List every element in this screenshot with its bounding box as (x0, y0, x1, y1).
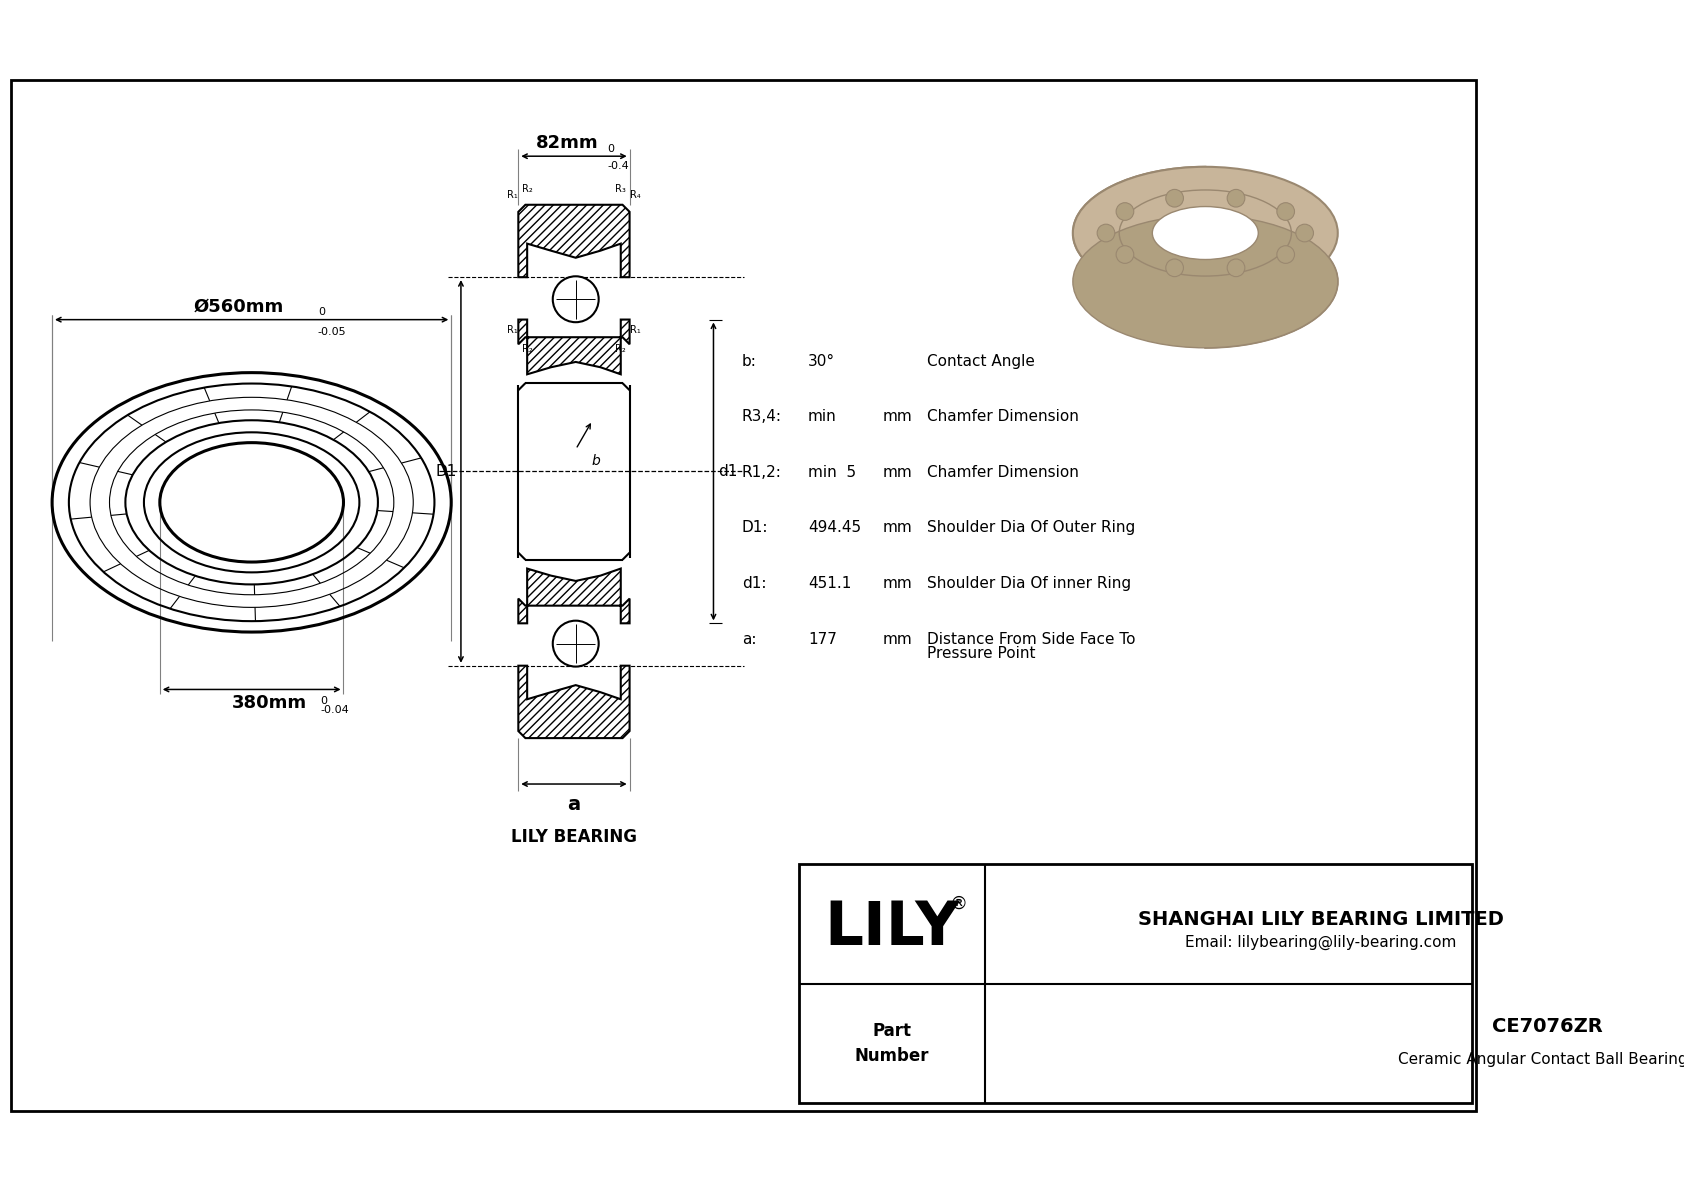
Text: Ceramic Angular Contact Ball Bearings: Ceramic Angular Contact Ball Bearings (1398, 1053, 1684, 1067)
Text: R₁: R₁ (630, 325, 642, 335)
Text: d1: d1 (717, 464, 738, 479)
Text: 494.45: 494.45 (808, 520, 861, 536)
Ellipse shape (1073, 216, 1337, 348)
Text: a:: a: (741, 631, 756, 647)
Text: 0: 0 (608, 144, 615, 154)
Text: mm: mm (882, 410, 913, 424)
Ellipse shape (1073, 167, 1337, 299)
Text: R₃: R₃ (615, 185, 626, 194)
Text: 0: 0 (320, 696, 327, 705)
Text: -0.4: -0.4 (608, 161, 630, 170)
Circle shape (1116, 202, 1133, 220)
Text: -0.04: -0.04 (320, 705, 349, 716)
Text: b: b (591, 454, 601, 468)
Text: 177: 177 (808, 631, 837, 647)
Text: mm: mm (882, 576, 913, 591)
Circle shape (1295, 224, 1314, 242)
Polygon shape (519, 205, 630, 278)
Text: mm: mm (882, 520, 913, 536)
Circle shape (1165, 258, 1184, 276)
Text: SHANGHAI LILY BEARING LIMITED: SHANGHAI LILY BEARING LIMITED (1138, 910, 1504, 929)
Text: 451.1: 451.1 (808, 576, 852, 591)
Text: mm: mm (882, 631, 913, 647)
Text: Pressure Point: Pressure Point (928, 646, 1036, 661)
Polygon shape (519, 319, 630, 374)
Text: LILY BEARING: LILY BEARING (510, 828, 637, 846)
Polygon shape (1073, 167, 1337, 348)
Circle shape (1228, 258, 1244, 276)
Text: R3,4:: R3,4: (741, 410, 781, 424)
Text: CE7076ZR: CE7076ZR (1492, 1017, 1603, 1036)
Circle shape (1276, 202, 1295, 220)
Text: Email: lilybearing@lily-bearing.com: Email: lilybearing@lily-bearing.com (1186, 935, 1457, 950)
Circle shape (1116, 245, 1133, 263)
Circle shape (1276, 245, 1295, 263)
Text: -0.05: -0.05 (318, 326, 347, 337)
Text: R₂: R₂ (522, 185, 532, 194)
Circle shape (1228, 189, 1244, 207)
Text: Chamfer Dimension: Chamfer Dimension (928, 464, 1079, 480)
Text: R₁: R₁ (507, 325, 517, 335)
Circle shape (1165, 189, 1184, 207)
Text: Part
Number: Part Number (854, 1022, 930, 1065)
Text: Ø560mm: Ø560mm (194, 298, 283, 316)
Circle shape (552, 276, 600, 323)
Text: ®: ® (950, 894, 967, 912)
Text: 380mm: 380mm (232, 694, 306, 712)
Circle shape (1098, 224, 1115, 242)
Text: D1:: D1: (741, 520, 768, 536)
Bar (800, 865, 1472, 1103)
Text: Chamfer Dimension: Chamfer Dimension (928, 410, 1079, 424)
Text: a: a (568, 794, 581, 813)
Text: D1: D1 (434, 464, 456, 479)
Text: R₄: R₄ (630, 191, 642, 200)
Text: R₂: R₂ (615, 344, 626, 354)
Polygon shape (519, 568, 630, 623)
Ellipse shape (1152, 206, 1258, 260)
Text: R1,2:: R1,2: (741, 464, 781, 480)
Text: d1:: d1: (741, 576, 766, 591)
Text: mm: mm (882, 464, 913, 480)
Text: R₁: R₁ (507, 191, 517, 200)
Text: Shoulder Dia Of Outer Ring: Shoulder Dia Of Outer Ring (928, 520, 1135, 536)
Text: Distance From Side Face To: Distance From Side Face To (928, 631, 1135, 647)
Text: min: min (808, 410, 837, 424)
Text: LILY: LILY (823, 899, 960, 959)
Text: 30°: 30° (808, 354, 835, 368)
Circle shape (552, 621, 600, 667)
Polygon shape (519, 666, 630, 738)
Text: R₂: R₂ (522, 344, 532, 354)
Text: Contact Angle: Contact Angle (928, 354, 1036, 368)
Text: b:: b: (741, 354, 756, 368)
Text: min  5: min 5 (808, 464, 855, 480)
Text: 0: 0 (318, 307, 325, 317)
Text: Shoulder Dia Of inner Ring: Shoulder Dia Of inner Ring (928, 576, 1132, 591)
Text: 82mm: 82mm (536, 133, 598, 151)
